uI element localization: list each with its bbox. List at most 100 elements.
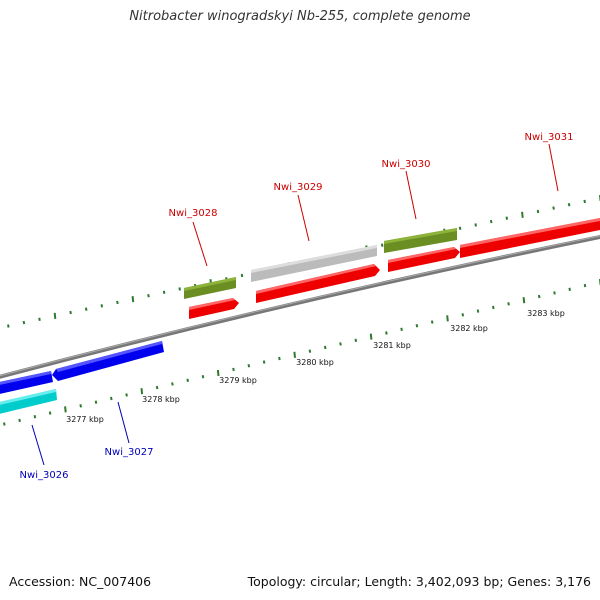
reverse-scale-tick <box>155 385 159 390</box>
accession-text: Accession: NC_007406 <box>9 574 152 589</box>
leader-line-nwi-3027 <box>117 401 130 444</box>
reverse-scale-tick <box>339 342 342 346</box>
rna-feature-reverse[interactable] <box>0 389 57 415</box>
forward-scale-tick <box>240 273 244 278</box>
forward-scale-tick <box>380 243 384 247</box>
reverse-scale-tick <box>553 291 556 295</box>
forward-scale-tick <box>147 294 150 298</box>
scale-label: 3282 kbp <box>450 324 488 333</box>
gene-arrow-nwi-3031[interactable] <box>460 217 600 258</box>
leader-line-nwi-3030 <box>405 170 417 220</box>
leader-line-nwi-3028 <box>192 221 208 267</box>
reverse-scale-tick <box>522 297 526 304</box>
forward-scale-tick <box>84 307 88 311</box>
reverse-scale-tick <box>323 345 327 350</box>
map-title: Nitrobacter winogradskyi Nb-255, complet… <box>129 9 471 24</box>
reverse-scale-tick <box>232 367 235 372</box>
scale-label: 3280 kbp <box>296 358 334 367</box>
forward-scale-tick <box>521 211 524 218</box>
genome-backbone <box>0 234 600 379</box>
gene-label-nwi-3028[interactable]: Nwi_3028 <box>169 208 218 219</box>
forward-scale-tick <box>162 290 166 294</box>
reverse-scale-tick <box>3 422 6 426</box>
rna-feature-highlight <box>0 389 56 405</box>
gene-label-nwi-3030[interactable]: Nwi_3030 <box>382 159 431 170</box>
forward-scale-tick <box>38 317 41 321</box>
reverse-scale-tick <box>385 331 388 335</box>
reverse-scale-tick <box>79 404 82 408</box>
reverse-scale-tick <box>415 324 419 328</box>
reverse-scale-tick <box>369 333 373 340</box>
reverse-scale-tick <box>492 305 495 310</box>
misc-feature-highlight <box>251 245 377 273</box>
forward-scale-tick <box>489 219 493 224</box>
reverse-scale-tick <box>446 315 449 322</box>
scale-labels: 3277 kbp 3278 kbp 3279 kbp 3280 kbp 3281… <box>66 309 565 424</box>
forward-scale-tick <box>53 312 57 319</box>
reverse-scale-tick <box>537 294 541 299</box>
reverse-scale-tick <box>18 418 21 423</box>
reverse-scale-tick <box>430 320 434 324</box>
reverse-scale-tick <box>110 396 113 401</box>
reverse-scale-tick <box>461 313 465 317</box>
forward-scale-tick <box>505 216 509 220</box>
reverse-scale-tick <box>216 369 220 377</box>
reverse-scale-tick <box>33 415 37 419</box>
leader-line-nwi-3031 <box>548 143 559 192</box>
reverse-scale-tick <box>171 382 174 386</box>
reverse-scale-tick <box>140 388 144 395</box>
forward-scale-tick <box>474 223 477 227</box>
reverse-scale-tick <box>476 309 480 313</box>
gene-arrow-highlight <box>56 341 162 372</box>
reverse-scale-tick <box>507 302 510 306</box>
reverse-scale-tick <box>400 327 403 331</box>
reverse-scale-tick <box>278 356 281 361</box>
scale-label: 3279 kbp <box>219 376 257 385</box>
gene-label-nwi-3026[interactable]: Nwi_3026 <box>20 470 69 481</box>
reverse-scale-tick <box>262 360 266 364</box>
reverse-scale-tick <box>64 406 67 413</box>
gene-arrow-highlight <box>0 371 51 385</box>
forward-scale-tick <box>552 206 555 210</box>
genome-backbone-highlight <box>0 235 600 377</box>
scale-label: 3283 kbp <box>527 309 565 318</box>
gene-label-nwi-3031[interactable]: Nwi_3031 <box>525 132 574 143</box>
reverse-scale-tick <box>293 351 296 358</box>
scale-label: 3281 kbp <box>373 341 411 350</box>
gene-arrow-highlight <box>189 298 235 310</box>
gene-label-nwi-3029[interactable]: Nwi_3029 <box>274 182 323 193</box>
gene-label-nwi-3027[interactable]: Nwi_3027 <box>105 447 154 458</box>
reverse-scale-tick <box>354 338 358 342</box>
forward-scale-tick <box>567 203 571 207</box>
forward-scale-tick <box>22 320 26 325</box>
gene-arrow-nwi-3028[interactable] <box>189 298 239 319</box>
reverse-scale-tick <box>125 393 128 397</box>
reverse-tick-row <box>3 279 600 426</box>
forward-scale-tick <box>536 209 540 214</box>
scale-label: 3278 kbp <box>142 395 180 404</box>
reverse-scale-tick <box>94 400 98 404</box>
gene-arrow-highlight <box>256 264 376 294</box>
reverse-scale-tick <box>568 287 571 291</box>
gene-arrow-nwi-3026[interactable] <box>0 371 53 395</box>
forward-scale-tick <box>458 226 462 230</box>
gene-arrow-highlight <box>388 247 456 263</box>
gene-arrow-nwi-3030[interactable] <box>388 247 460 272</box>
forward-scale-tick <box>69 310 72 315</box>
reverse-scale-tick <box>48 411 52 415</box>
gene-arrow-nwi-3029[interactable] <box>256 264 380 303</box>
reverse-scale-tick <box>247 364 251 368</box>
forward-scale-tick <box>131 296 135 303</box>
reverse-scale-tick <box>186 378 189 382</box>
forward-scale-tick <box>100 304 104 308</box>
reverse-scale-tick <box>308 349 312 353</box>
gene-arrow-highlight <box>460 217 600 248</box>
reverse-scale-tick <box>201 375 205 379</box>
forward-scale-tick <box>116 300 119 305</box>
leader-line-nwi-3029 <box>297 194 310 242</box>
topology-summary: Topology: circular; Length: 3,402,093 bp… <box>247 574 591 589</box>
rna-feature-highlight <box>384 228 457 244</box>
forward-scale-tick <box>7 324 10 328</box>
rna-feature-highlight <box>184 277 236 291</box>
